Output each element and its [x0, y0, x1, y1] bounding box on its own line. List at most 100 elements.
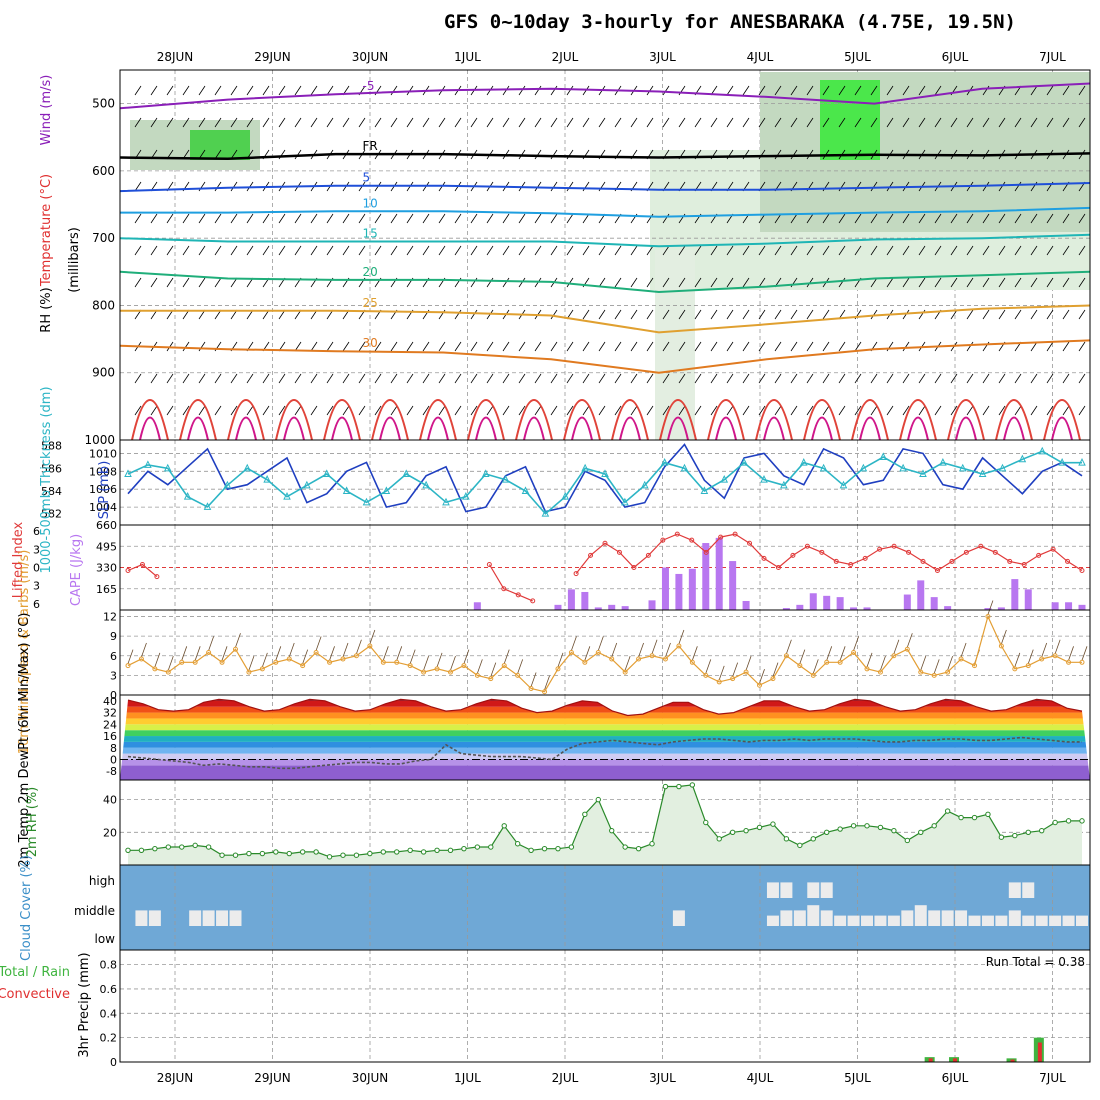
wind-barb [950, 117, 958, 128]
rh-marker [447, 847, 454, 853]
wind-barb [790, 117, 798, 128]
wind-barb [294, 85, 302, 96]
thickness-marker [422, 480, 430, 489]
cape-bar [688, 568, 696, 610]
bottom-date-label: 5JUL [844, 1071, 871, 1085]
temp-tick-label: 24 [103, 718, 117, 731]
wind-barb [1030, 117, 1038, 128]
wind-barb [854, 85, 862, 96]
wind-barb [438, 213, 446, 224]
rh-marker [756, 824, 763, 831]
rh-marker [514, 841, 521, 847]
wind-barb [790, 373, 798, 384]
rh-marker [138, 847, 145, 853]
li-marker [674, 531, 680, 537]
wind-barb [278, 85, 286, 96]
li-marker [992, 549, 998, 555]
wind-speed-marker [595, 650, 601, 655]
wind-barb [1014, 181, 1022, 192]
wind-barb [694, 405, 702, 416]
rh-marker [985, 811, 991, 818]
wind-barb [486, 213, 494, 224]
wind-barb [998, 117, 1006, 128]
rh-shade [190, 130, 250, 160]
wind-barb [454, 405, 462, 416]
wind-barb [550, 85, 558, 96]
wind-barb [486, 117, 494, 128]
wind-speed-marker [286, 656, 292, 662]
wind-barb [518, 405, 526, 416]
wind-barb [886, 405, 894, 416]
wind-barb [534, 149, 542, 160]
wind-barb [982, 85, 990, 96]
wind-barb [502, 85, 510, 96]
wind-barb [566, 245, 574, 256]
wind-barb [678, 309, 686, 320]
thickness-marker [1078, 458, 1086, 466]
wind-barb [1062, 85, 1070, 96]
warm-isotherm-loop [611, 399, 649, 441]
wind-barb [342, 341, 350, 352]
wind-barb [758, 117, 766, 128]
wind-barb [502, 245, 510, 256]
thickness-marker [899, 463, 907, 472]
wind-barb [584, 646, 591, 661]
wind-barb [288, 642, 295, 658]
wind-barb [710, 277, 718, 288]
cape-tick-label: 330 [96, 562, 117, 575]
wind-barb [886, 117, 894, 128]
rh-marker [286, 850, 292, 857]
thickness-marker [163, 463, 172, 472]
cloud-axis-label: Cloud Cover (%) [19, 855, 34, 961]
upper-air-panel: 500 600 700 800 900 1000 -5 FR 5 10 15 20 25 30 [84, 69, 1091, 447]
wind-barb [1014, 405, 1022, 416]
cape-bar [944, 606, 952, 610]
wind-barb [934, 213, 942, 224]
wind-barb [982, 245, 990, 256]
wind-barb [614, 309, 622, 320]
wind-barb [758, 405, 766, 416]
precip-tick-label: 0.8 [100, 959, 118, 972]
isotherm-label: -5 [363, 79, 375, 93]
wind-barb [454, 117, 462, 128]
wind-speed-marker [206, 650, 212, 655]
wind-barb [710, 341, 718, 352]
wind-barb [470, 277, 478, 288]
wind-barb [502, 117, 510, 128]
rh-marker [179, 844, 185, 850]
wind-barb [998, 181, 1006, 192]
cape-bar [554, 604, 562, 610]
li-marker [920, 558, 926, 564]
cloud-cell-high [1022, 882, 1035, 898]
wind-barb [550, 213, 558, 224]
wind-speed-marker [501, 663, 507, 669]
wind-barb [774, 405, 782, 416]
thickness-marker [780, 480, 788, 489]
wind-barb [406, 245, 414, 256]
wind-barb [1014, 213, 1022, 224]
rh-marker [716, 836, 722, 842]
thickness-marker [819, 463, 828, 472]
cloud-cell-middle [1035, 915, 1048, 926]
wind-barb [1046, 117, 1054, 128]
wind-speed-marker [622, 669, 628, 675]
wind-barb [550, 341, 558, 352]
wind-barb [438, 373, 446, 384]
cloud-cell-high [820, 882, 833, 898]
wind-barb [1041, 642, 1048, 658]
cape-bar [823, 595, 831, 610]
wind-speed-marker [904, 646, 910, 652]
wind-barb [476, 659, 483, 674]
thickness-marker [501, 475, 510, 483]
wind-barb [678, 373, 686, 384]
wind-barb [1062, 341, 1070, 352]
wind-barb [1001, 629, 1007, 645]
li-marker [1036, 552, 1042, 558]
wind-barb [1046, 309, 1054, 320]
wind-barb [918, 277, 926, 288]
wind-barb [518, 117, 526, 128]
convective-precip-bar [953, 1058, 958, 1062]
wind-barb [390, 213, 398, 224]
thickness-marker [760, 475, 768, 483]
